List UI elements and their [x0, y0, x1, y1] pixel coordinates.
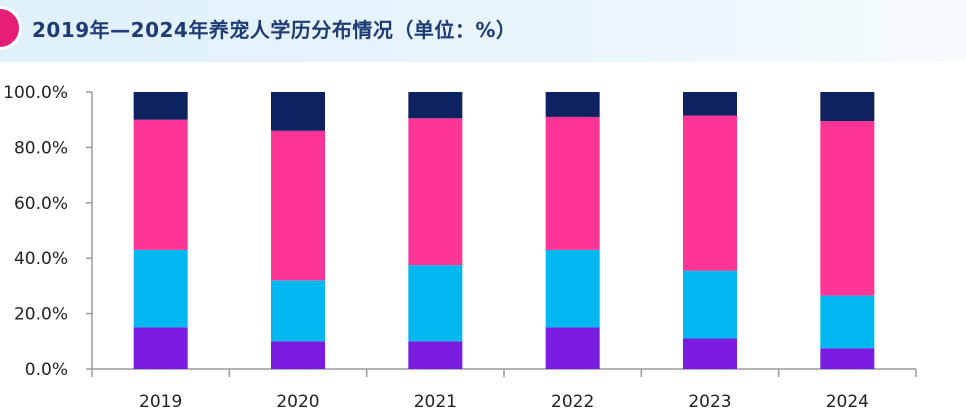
y-tick-label: 40.0% [14, 249, 68, 269]
x-tick-label: 2024 [826, 392, 869, 411]
x-tick-label: 2023 [688, 392, 731, 411]
bar-segment-2-2020 [271, 280, 325, 342]
bar-segment-1-2024 [820, 348, 875, 369]
bar-segment-4-2024 [820, 92, 875, 122]
bar-segment-3-2024 [820, 121, 875, 296]
y-axis: 0.0% 20.0% 40.0% 60.0% 80.0% 100.0% [3, 83, 93, 380]
x-tick-label: 2022 [551, 392, 594, 411]
bar-segment-4-2021 [408, 92, 463, 119]
bars [133, 92, 875, 369]
bar-segment-1-2019 [133, 327, 188, 369]
y-tick-label: 100.0% [3, 83, 68, 103]
bar-segment-1-2020 [271, 341, 325, 369]
bar-segment-1-2021 [408, 341, 463, 369]
x-tick-label: 2020 [276, 392, 319, 411]
bar-segment-2-2022 [545, 249, 600, 328]
bar-segment-2-2024 [820, 295, 875, 349]
bar-segment-3-2021 [408, 118, 463, 266]
bar-segment-3-2023 [683, 115, 737, 271]
bar-segment-1-2022 [545, 327, 600, 369]
x-axis: 2019 2020 2021 2022 2023 2024 [91, 368, 917, 411]
bar-segment-3-2020 [271, 130, 325, 281]
y-tick-label: 20.0% [14, 305, 68, 325]
y-tick-label: 60.0% [14, 194, 68, 214]
bar-segment-4-2019 [133, 92, 188, 120]
bar-segment-4-2020 [271, 92, 325, 131]
bar-segment-3-2019 [133, 119, 188, 250]
y-tick-label: 0.0% [25, 360, 68, 380]
x-tick-label: 2019 [139, 392, 182, 411]
chart-title: 2019年—2024年养宠人学历分布情况（单位：%） [32, 18, 517, 42]
y-tick-label: 80.0% [14, 138, 68, 158]
x-tick-label: 2021 [414, 392, 457, 411]
bar-segment-4-2023 [683, 92, 737, 116]
bar-segment-2-2019 [133, 249, 188, 328]
bar-segment-4-2022 [545, 92, 600, 117]
bar-segment-3-2022 [545, 116, 600, 250]
title-bar: 2019年—2024年养宠人学历分布情况（单位：%） [0, 0, 966, 62]
bar-segment-2-2023 [683, 270, 737, 339]
bar-segment-1-2023 [683, 338, 737, 369]
bar-segment-2-2021 [408, 265, 463, 342]
